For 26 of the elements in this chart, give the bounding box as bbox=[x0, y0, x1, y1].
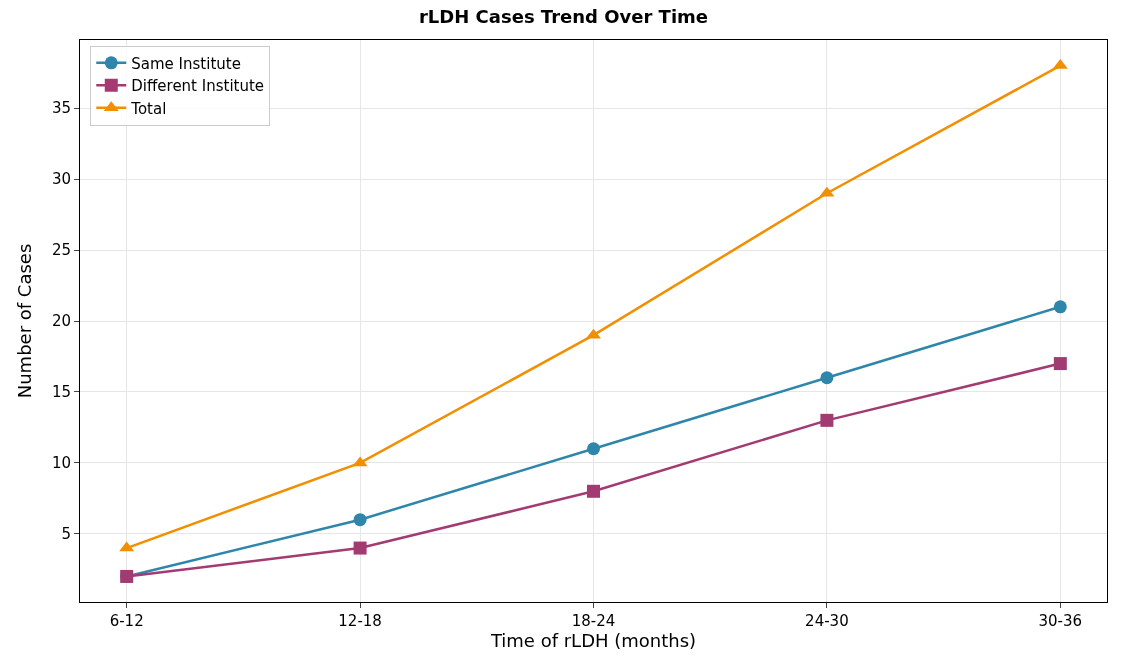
point bbox=[353, 541, 367, 555]
y-tick-label: 15 bbox=[51, 383, 71, 402]
point bbox=[587, 442, 600, 456]
y-tick-label: 5 bbox=[61, 525, 71, 544]
legend-label: Different Institute bbox=[131, 77, 265, 96]
point bbox=[820, 371, 834, 385]
x-tick-label: 30-36 bbox=[1038, 612, 1083, 630]
legend-label: Total bbox=[130, 99, 167, 118]
y-axis-title: Number of Cases bbox=[14, 243, 36, 399]
legend-label: Same Institute bbox=[131, 54, 241, 73]
point bbox=[820, 413, 834, 427]
x-tick-label: 6-12 bbox=[109, 612, 144, 630]
y-tick-label: 10 bbox=[51, 454, 71, 473]
y-tick-label: 35 bbox=[51, 99, 71, 118]
point bbox=[587, 484, 600, 498]
x-axis-title: Time of rLDH (months) bbox=[489, 630, 697, 652]
x-tick-label: 24-30 bbox=[805, 612, 849, 630]
point bbox=[1053, 357, 1067, 371]
point bbox=[1053, 300, 1067, 314]
point bbox=[353, 513, 367, 527]
y-tick-label: 20 bbox=[51, 312, 71, 331]
x-tick-label: 12-18 bbox=[338, 612, 382, 630]
y-tick-label: 25 bbox=[51, 241, 71, 260]
x-tick-label: 18-24 bbox=[571, 612, 616, 630]
chart-title: rLDH Cases Trend Over Time bbox=[418, 5, 709, 27]
y-tick-label: 30 bbox=[51, 170, 71, 189]
